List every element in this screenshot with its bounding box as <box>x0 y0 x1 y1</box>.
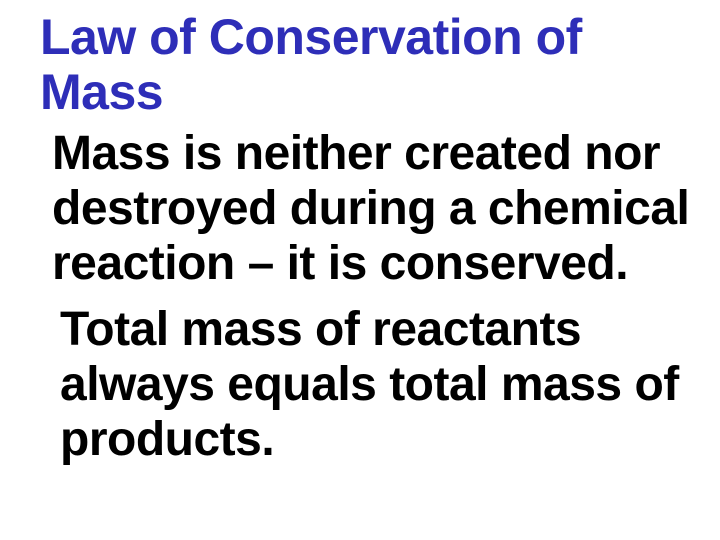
slide-paragraph-1: Mass is neither created nor destroyed du… <box>40 126 700 292</box>
slide-title: Law of Conservation of Mass <box>40 10 700 120</box>
slide-paragraph-2: Total mass of reactants always equals to… <box>40 302 700 468</box>
